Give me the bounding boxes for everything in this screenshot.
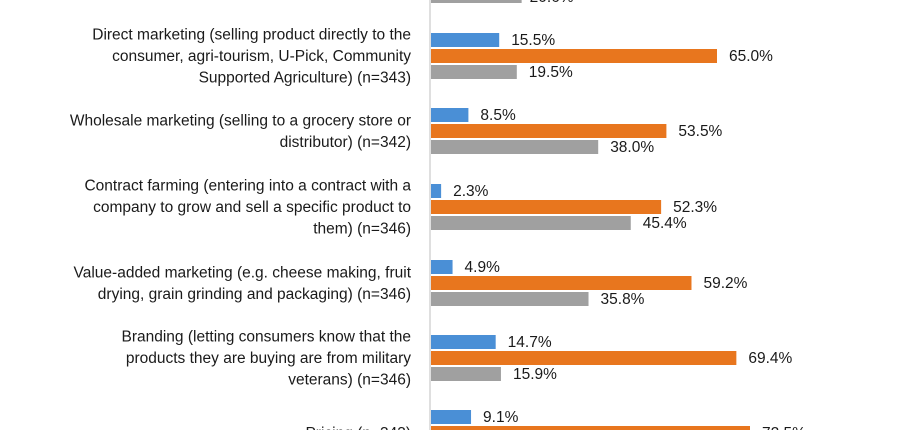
- bar-5-orange: [431, 351, 737, 365]
- bar-3-gray: [431, 216, 631, 230]
- bar-2-gray: [431, 140, 599, 154]
- value-label-2-orange: 53.5%: [678, 123, 722, 140]
- category-label-6-line-1: Pricing (n=343): [305, 425, 411, 430]
- bar-3-orange: [431, 200, 662, 214]
- value-label-6-orange: 72.5%: [762, 425, 806, 430]
- value-label-5-gray: 15.9%: [513, 366, 557, 383]
- bar-4-blue: [431, 260, 453, 274]
- bar-5-blue: [431, 335, 496, 349]
- value-label-1-blue: 15.5%: [511, 32, 555, 49]
- category-label-5-line-2: products they are buying are from milita…: [126, 350, 411, 367]
- bar-4-gray: [431, 292, 589, 306]
- value-label-3-orange: 52.3%: [673, 199, 717, 216]
- bar-1-orange: [431, 49, 717, 63]
- value-label-4-blue: 4.9%: [465, 259, 501, 276]
- bar-2-orange: [431, 124, 667, 138]
- value-label-3-gray: 45.4%: [643, 215, 687, 232]
- category-label-5-line-3: veterans) (n=346): [288, 372, 411, 389]
- value-label-partial-top: 20.6%: [530, 0, 574, 6]
- category-label-3-line-2: company to grow and sell a specific prod…: [93, 199, 411, 216]
- bar-6-orange: [431, 426, 750, 430]
- value-label-2-gray: 38.0%: [610, 139, 654, 156]
- category-label-4-line-2: drying, grain grinding and packaging) (n…: [98, 286, 411, 303]
- bar-2-blue: [431, 108, 469, 122]
- category-label-1-line-1: Direct marketing (selling product direct…: [92, 27, 411, 44]
- bar-6-blue: [431, 410, 472, 424]
- value-label-4-gray: 35.8%: [601, 291, 645, 308]
- value-label-1-gray: 19.5%: [529, 64, 573, 81]
- category-label-5-line-1: Branding (letting consumers know that th…: [122, 329, 412, 346]
- category-label-3-line-3: them) (n=346): [313, 221, 411, 238]
- bar-1-blue: [431, 33, 500, 47]
- value-label-5-blue: 14.7%: [508, 334, 552, 351]
- bar-5-gray: [431, 367, 501, 381]
- bar-1-gray: [431, 65, 517, 79]
- category-label-2-line-1: Wholesale marketing (selling to a grocer…: [70, 112, 411, 129]
- category-label-4-line-1: Value-added marketing (e.g. cheese makin…: [74, 264, 412, 281]
- category-label-2-line-2: distributor) (n=342): [280, 134, 411, 151]
- bar-3-blue: [431, 184, 442, 198]
- bar-4-orange: [431, 276, 692, 290]
- value-label-1-orange: 65.0%: [729, 48, 773, 65]
- value-label-4-orange: 59.2%: [703, 275, 747, 292]
- value-label-3-blue: 2.3%: [453, 183, 489, 200]
- category-label-3-line-1: Contract farming (entering into a contra…: [84, 178, 411, 195]
- category-label-1-line-2: consumer, agri-tourism, U-Pick, Communit…: [112, 48, 411, 65]
- category-label-1-line-3: Supported Agriculture) (n=343): [199, 70, 411, 87]
- value-label-2-blue: 8.5%: [480, 107, 516, 124]
- value-label-5-orange: 69.4%: [748, 350, 792, 367]
- bar-partial-top: [431, 0, 522, 3]
- value-label-6-blue: 9.1%: [483, 409, 519, 426]
